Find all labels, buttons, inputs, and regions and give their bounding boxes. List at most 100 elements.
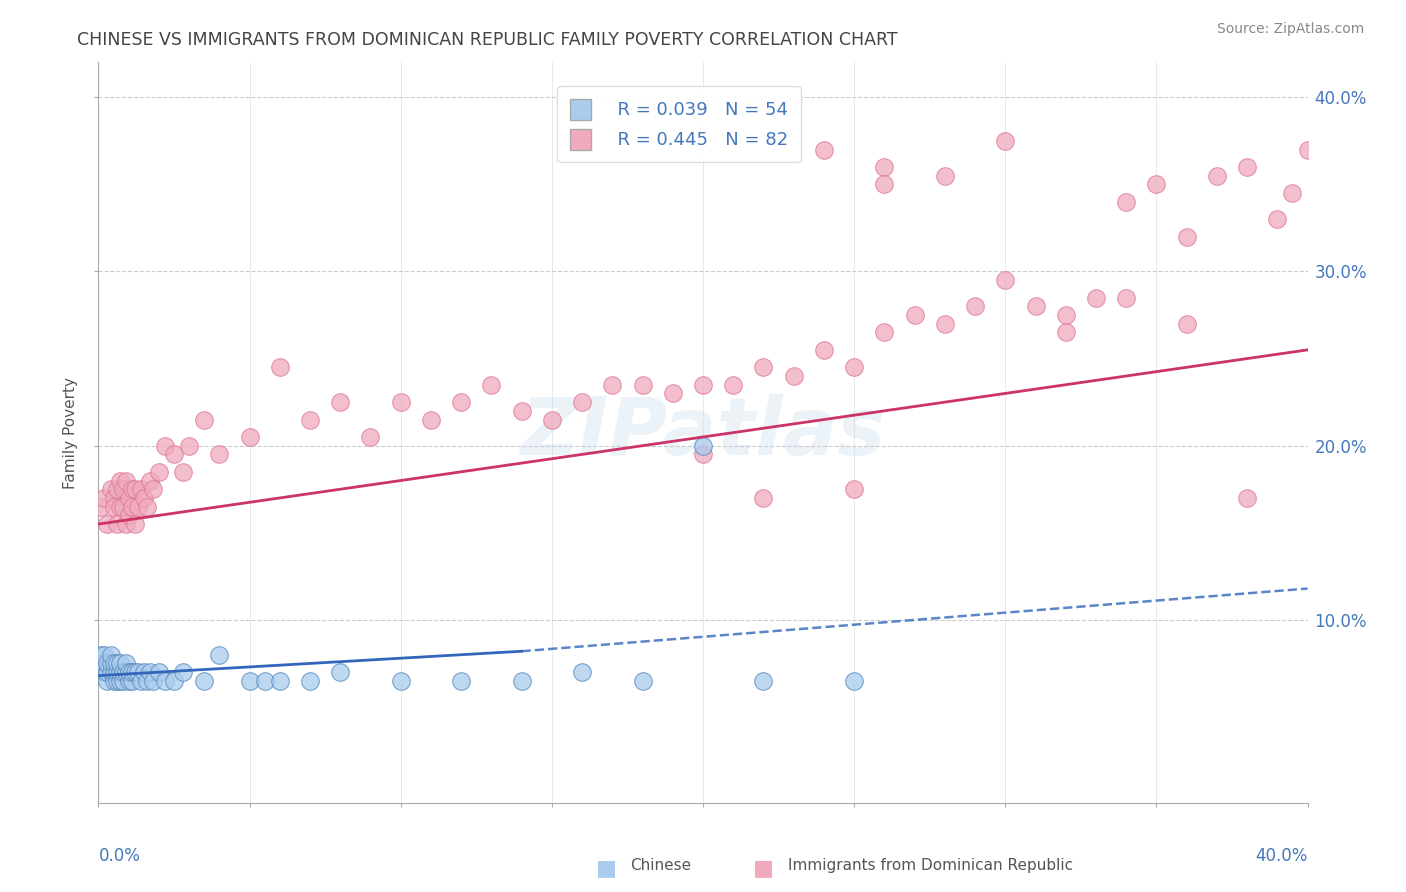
Point [1296, 143, 1319, 157]
Text: Chinese: Chinese [630, 858, 692, 873]
Point [571, 395, 593, 409]
Point [93, 665, 115, 680]
Point [148, 465, 170, 479]
Text: ZIPatlas: ZIPatlas [520, 393, 886, 472]
Point [540, 412, 562, 426]
Point [450, 673, 472, 688]
Point [299, 412, 322, 426]
Point [1206, 169, 1229, 183]
Point [105, 665, 128, 680]
Point [121, 673, 143, 688]
Point [96, 517, 118, 532]
Point [124, 517, 146, 532]
Point [105, 517, 128, 532]
Point [96, 665, 118, 680]
Point [135, 500, 157, 514]
Text: Immigrants from Dominican Republic: Immigrants from Dominican Republic [787, 858, 1073, 873]
Text: 40.0%: 40.0% [1256, 847, 1308, 865]
Point [253, 673, 276, 688]
Point [90, 657, 112, 671]
Point [100, 648, 122, 662]
Point [1236, 491, 1258, 505]
Point [142, 482, 165, 496]
Point [965, 299, 987, 313]
Point [752, 360, 775, 375]
Point [103, 491, 125, 505]
Point [114, 657, 136, 671]
Point [602, 377, 624, 392]
Point [813, 143, 835, 157]
Point [179, 439, 201, 453]
Point [93, 491, 115, 505]
Point [121, 500, 143, 514]
Point [450, 395, 472, 409]
Point [1024, 299, 1046, 313]
Point [1175, 229, 1198, 244]
Point [994, 134, 1017, 148]
Point [103, 673, 125, 688]
Point [132, 665, 155, 680]
Point [103, 657, 125, 671]
Point [661, 386, 683, 401]
Point [994, 273, 1017, 287]
Point [103, 500, 125, 514]
Point [105, 673, 128, 688]
Point [132, 491, 155, 505]
Point [114, 474, 136, 488]
Point [153, 673, 176, 688]
Point [193, 673, 215, 688]
Point [692, 377, 714, 392]
Point [329, 665, 352, 680]
Point [100, 657, 122, 671]
Point [692, 447, 714, 461]
Point [1236, 160, 1258, 174]
Point [510, 673, 533, 688]
Point [269, 360, 291, 375]
Point [752, 673, 775, 688]
Point [129, 482, 152, 496]
Point [103, 665, 125, 680]
Point [631, 673, 654, 688]
Point [723, 377, 745, 392]
Point [934, 317, 956, 331]
Point [1115, 194, 1137, 209]
Text: ■: ■ [596, 858, 617, 879]
Point [1175, 317, 1198, 331]
Point [129, 673, 152, 688]
Point [1115, 291, 1137, 305]
Point [142, 673, 165, 688]
Point [108, 657, 131, 671]
Point [121, 665, 143, 680]
Point [111, 482, 134, 496]
Point [127, 665, 149, 680]
Point [108, 665, 131, 680]
Point [208, 648, 231, 662]
Point [1054, 308, 1077, 322]
Legend:   R = 0.039   N = 54,   R = 0.445   N = 82: R = 0.039 N = 54, R = 0.445 N = 82 [557, 87, 800, 162]
Point [481, 377, 503, 392]
Y-axis label: Family Poverty: Family Poverty [63, 376, 79, 489]
Point [299, 673, 322, 688]
Point [1281, 186, 1303, 200]
Point [239, 430, 262, 444]
Point [118, 673, 141, 688]
Point [135, 673, 157, 688]
Point [108, 500, 131, 514]
Point [813, 343, 835, 357]
Point [93, 657, 115, 671]
Point [96, 673, 118, 688]
Point [193, 412, 215, 426]
Point [172, 465, 194, 479]
Point [1085, 291, 1108, 305]
Point [108, 474, 131, 488]
Point [121, 482, 143, 496]
Point [96, 657, 118, 671]
Point [118, 665, 141, 680]
Point [153, 439, 176, 453]
Point [269, 673, 291, 688]
Point [148, 665, 170, 680]
Point [360, 430, 382, 444]
Point [127, 500, 149, 514]
Text: ■: ■ [754, 858, 773, 879]
Point [139, 474, 162, 488]
